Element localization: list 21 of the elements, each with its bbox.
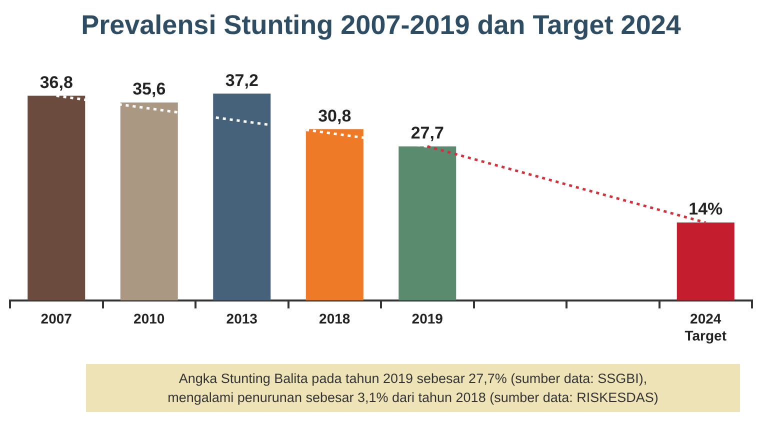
text: Angka Stunting Balita pada tahun 2019 sebesar 27,7% (sumber data: SSGBI), [178, 370, 648, 388]
text: mengalami penurunan sebesar 3,1% dari tahun 2018 (sumber data: RISKESDAS) [166, 389, 660, 407]
bar [28, 96, 86, 300]
x-tick-label: 2019 [412, 310, 444, 327]
data-label: 30,8 [318, 106, 352, 126]
bar [120, 102, 178, 300]
bar [213, 94, 271, 300]
data-label: 35,6 [132, 80, 166, 99]
data-label: 36,8 [40, 72, 73, 92]
bar [398, 146, 456, 300]
data-label: 14% [688, 200, 723, 219]
bar [676, 222, 734, 300]
x-tick-label: 2018 [319, 310, 350, 327]
x-tick-label: 2013 [226, 310, 258, 327]
data-label: 37,2 [225, 70, 258, 90]
data-label: 27,7 [410, 124, 444, 143]
x-tick-label: 2024 Target [684, 310, 727, 344]
chart-title: Prevalensi Stunting 2007-2019 dan Target 2024 [80, 9, 682, 42]
x-tick-label: 2007 [40, 310, 72, 327]
x-tick-label: 2010 [134, 310, 165, 327]
bar [306, 129, 364, 300]
